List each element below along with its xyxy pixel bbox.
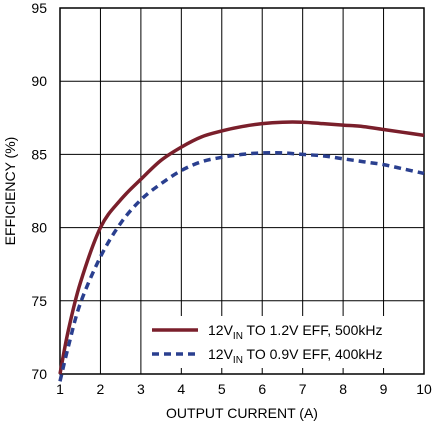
series-line-0-9v bbox=[58, 151, 425, 382]
y-tick-label-70: 70 bbox=[31, 366, 47, 382]
legend-label-0-9v: 12VIN TO 0.9V EFF, 400kHz bbox=[208, 346, 382, 366]
x-tick-label-8: 8 bbox=[339, 381, 347, 397]
x-tick-label-1: 1 bbox=[56, 381, 64, 397]
x-tick-label-5: 5 bbox=[218, 381, 226, 397]
x-tick-label-2: 2 bbox=[97, 381, 105, 397]
legend-label-1-2v: 12VIN TO 1.2V EFF, 500kHz bbox=[208, 322, 382, 342]
x-tick-label-4: 4 bbox=[177, 381, 185, 397]
series-line-1-2v bbox=[58, 120, 425, 375]
x-tick-label-7: 7 bbox=[299, 381, 307, 397]
x-tick-label-6: 6 bbox=[258, 381, 266, 397]
y-tick-label-90: 90 bbox=[31, 73, 47, 89]
y-tick-label-95: 95 bbox=[31, 0, 47, 16]
y-tick-label-80: 80 bbox=[31, 220, 47, 236]
series-layer bbox=[58, 120, 425, 382]
x-tick-labels: 1 2 3 4 5 6 7 8 9 10 bbox=[56, 381, 432, 397]
y-tick-label-75: 75 bbox=[31, 293, 47, 309]
x-tick-label-10: 10 bbox=[416, 381, 432, 397]
y-tick-labels: 70 75 80 85 90 95 bbox=[31, 0, 47, 382]
x-tick-label-9: 9 bbox=[380, 381, 388, 397]
y-axis-title: EFFICIENCY (%) bbox=[2, 137, 18, 246]
y-tick-label-85: 85 bbox=[31, 146, 47, 162]
x-axis-title: OUTPUT CURRENT (A) bbox=[166, 405, 318, 421]
x-tick-label-3: 3 bbox=[137, 381, 145, 397]
legend: 12VIN TO 1.2V EFF, 500kHz 12VIN TO 0.9V … bbox=[146, 316, 418, 368]
legend-background bbox=[146, 316, 418, 368]
plot-frame bbox=[59, 7, 425, 375]
